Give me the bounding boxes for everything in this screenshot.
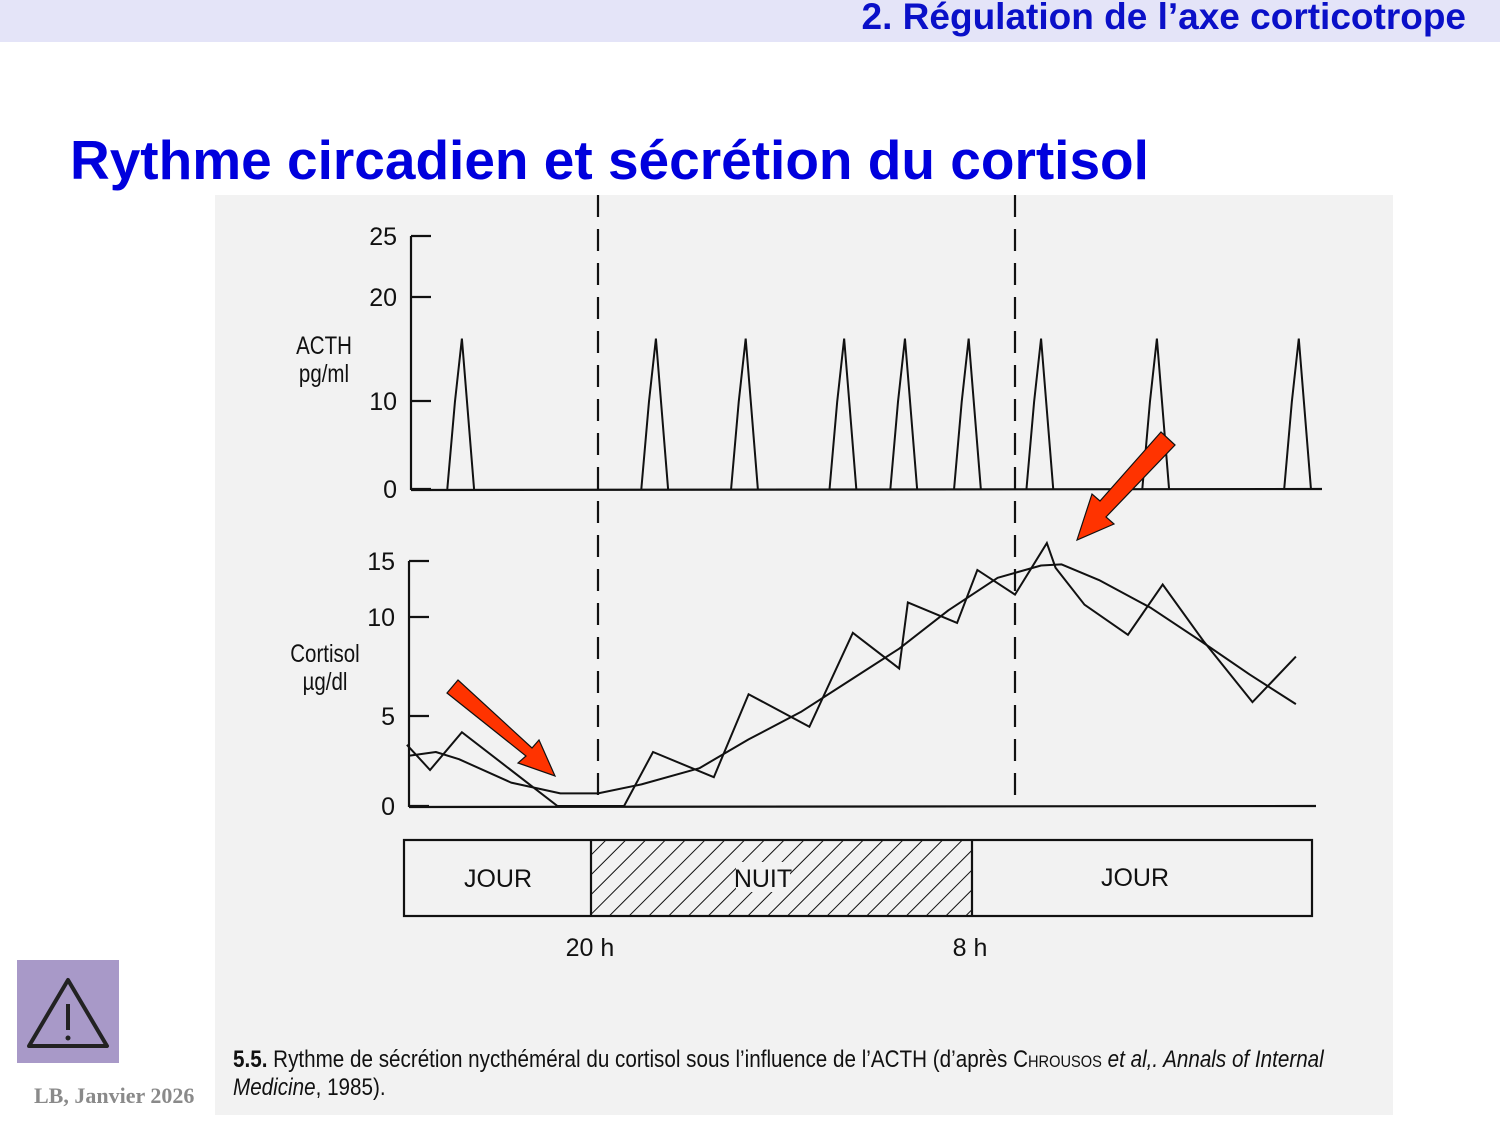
- cortisol-ylabel-1: Cortisol: [290, 639, 359, 667]
- band-label-jour-2: JOUR: [1101, 864, 1169, 892]
- cortisol-ylabel-2: µg/dl: [303, 667, 348, 695]
- cortisol-ytick-label: 0: [381, 793, 395, 821]
- cortisol-x-axis: [408, 804, 1317, 809]
- acth-pulse: [730, 338, 759, 490]
- band-label-jour-1: JOUR: [464, 865, 532, 893]
- arrow-peak: [1076, 431, 1176, 542]
- header-bar: 2. Régulation de l’axe corticotrope: [0, 0, 1500, 42]
- acth-ytick-label: 25: [369, 223, 397, 251]
- caption-text: Rythme de sécrétion nycthéméral du corti…: [267, 1046, 1014, 1073]
- caption-author: Chrousos: [1013, 1046, 1102, 1073]
- figure-caption: 5.5. Rythme de sécrétion nycthéméral du …: [233, 1046, 1385, 1102]
- acth-pulse: [1141, 338, 1171, 490]
- acth-pulse: [889, 338, 919, 490]
- acth-ylabel-2: pg/ml: [299, 359, 349, 387]
- acth-ylabel-1: ACTH: [296, 331, 352, 359]
- time-tick-20h: 20 h: [566, 934, 615, 962]
- acth-pulse: [953, 338, 982, 490]
- acth-ytick-label: 10: [369, 388, 397, 416]
- cortisol-ytick-label: 15: [367, 548, 395, 576]
- acth-pulse: [446, 338, 476, 490]
- cortisol-ytick-label: 5: [381, 703, 395, 731]
- caption-tail: , 1985).: [315, 1074, 386, 1101]
- cortisol-smoothed-curve: [409, 563, 1297, 795]
- acth-x-axis: [410, 487, 1323, 492]
- caption-journal: et al,. Annals of Internal Medicine: [233, 1046, 1324, 1101]
- time-band: [402, 838, 1314, 918]
- section-title: 2. Régulation de l’axe corticotrope: [861, 0, 1466, 37]
- acth-pulse: [828, 338, 858, 490]
- time-tick-8h: 8 h: [953, 934, 988, 962]
- nuit-label-bg: [736, 862, 790, 892]
- caption-number: 5.5.: [233, 1046, 268, 1073]
- acth-ytick-label: 20: [369, 284, 397, 312]
- footer-author-date: LB, Janvier 2026: [34, 1083, 195, 1108]
- band-label-nuit: NUIT: [734, 865, 792, 893]
- arrow-minimum: [446, 679, 557, 778]
- warning-triangle-icon: [27, 978, 109, 1048]
- acth-pulse: [1025, 338, 1055, 490]
- cortisol-ytick-label: 10: [367, 604, 395, 632]
- cortisol-measured-line: [406, 540, 1297, 807]
- acth-ytick-label: 0: [383, 476, 397, 504]
- slide-title: Rythme circadien et sécrétion du cortiso…: [70, 129, 1149, 191]
- acth-pulse: [1283, 338, 1312, 490]
- acth-pulse: [640, 338, 670, 490]
- warning-badge: [17, 960, 119, 1063]
